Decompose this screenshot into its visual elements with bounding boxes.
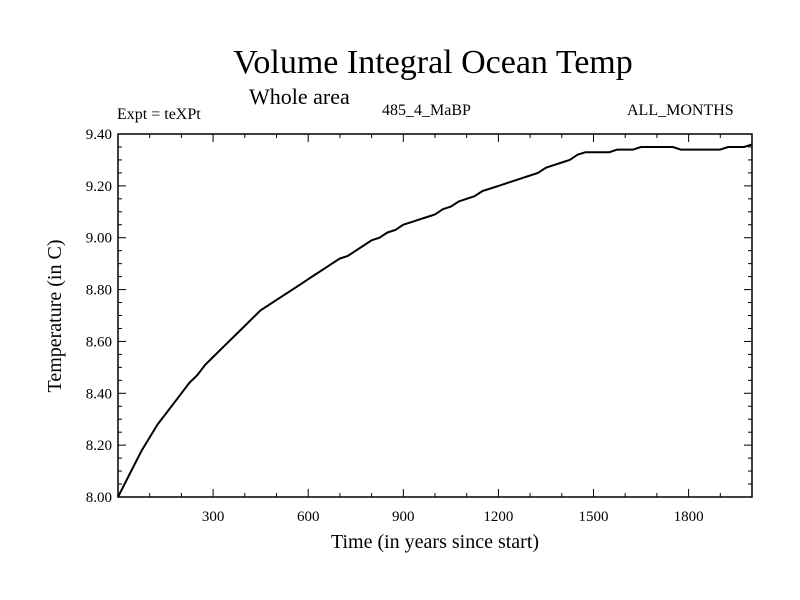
axis-ticks [118, 134, 752, 497]
y-tick-label: 8.80 [86, 283, 112, 299]
y-tick-label: 8.20 [86, 438, 112, 454]
chart-subtitle: Whole area [249, 84, 350, 109]
x-tick-label: 1200 [483, 509, 513, 525]
y-tick-label: 9.00 [86, 231, 112, 247]
x-tick-label: 1800 [674, 509, 704, 525]
y-tick-label: 8.40 [86, 386, 112, 402]
months-label: ALL_MONTHS [627, 102, 734, 119]
x-tick-label: 600 [297, 509, 320, 525]
series-line [117, 143, 753, 498]
y-tick-label: 9.40 [86, 127, 112, 143]
run-label: 485_4_MaBP [382, 102, 471, 119]
y-tick-label: 8.00 [86, 490, 112, 506]
plot-frame [117, 133, 753, 498]
experiment-label: Expt = teXPt [117, 106, 201, 123]
tick-labels: 300 600 900 1200 1500 1800 8.00 8.20 8.40 8.60 8.8… [86, 127, 704, 525]
x-tick-label: 900 [392, 509, 415, 525]
y-axis-label: Temperature (in C) [44, 240, 66, 393]
x-axis-label: Time (in years since start) [331, 531, 539, 553]
y-tick-label: 8.60 [86, 334, 112, 350]
x-tick-label: 300 [202, 509, 225, 525]
y-tick-label: 9.20 [86, 179, 112, 195]
x-tick-label: 1500 [579, 509, 609, 525]
chart-title: Volume Integral Ocean Temp [233, 44, 633, 81]
